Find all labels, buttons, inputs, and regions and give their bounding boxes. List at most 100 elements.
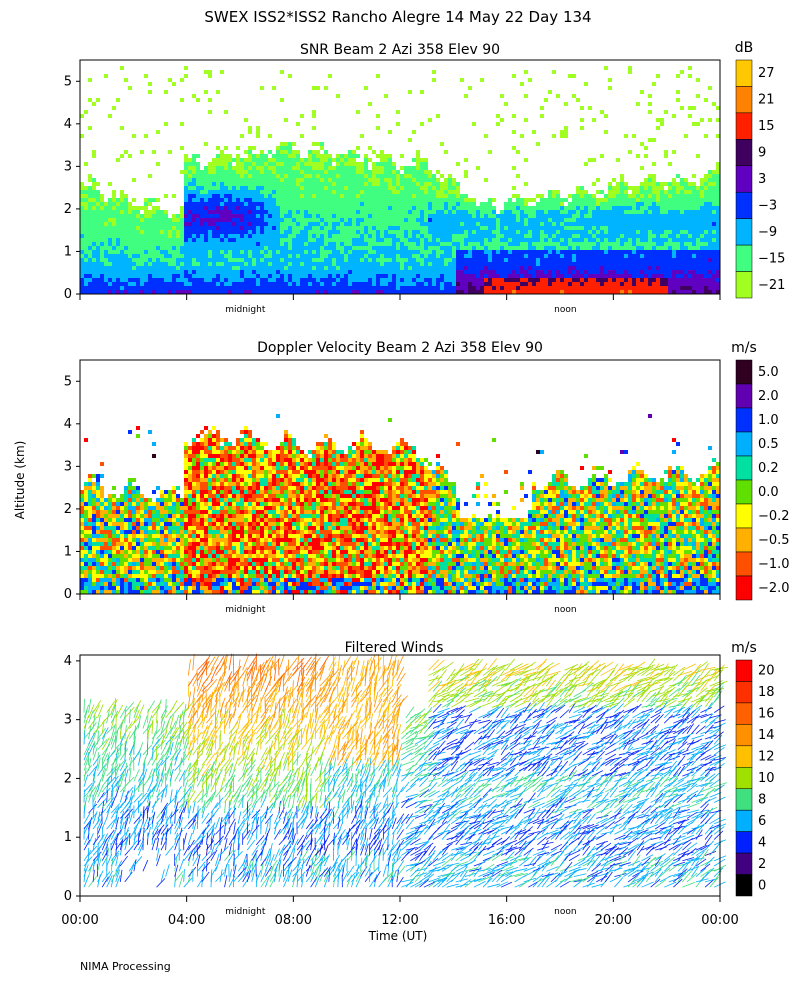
snr-cell (396, 174, 400, 178)
snr-cell (712, 234, 716, 238)
snr-cell (188, 234, 192, 238)
snr-cell (168, 258, 172, 262)
snr-cell (444, 282, 448, 286)
snr-cell (532, 242, 536, 246)
snr-cell (132, 222, 136, 226)
snr-cell (688, 114, 692, 118)
snr-cell (600, 274, 604, 278)
snr-cell (640, 230, 644, 234)
snr-cell (452, 202, 456, 206)
snr-cell (300, 162, 304, 166)
snr-cell (212, 246, 216, 250)
snr-cell (312, 234, 316, 238)
snr-cell (244, 242, 248, 246)
snr-cell (220, 242, 224, 246)
snr-cell (92, 218, 96, 222)
snr-cell (264, 214, 268, 218)
snr-cell (396, 194, 400, 198)
snr-cell (192, 174, 196, 178)
snr-cell (184, 226, 188, 230)
snr-cell (440, 226, 444, 230)
snr-cell (712, 250, 716, 254)
snr-cell (396, 234, 400, 238)
snr-cell (340, 198, 344, 202)
snr-cell (312, 162, 316, 166)
snr-cell (280, 254, 284, 258)
snr-cell (400, 202, 404, 206)
snr-cell (536, 210, 540, 214)
snr-cell (696, 190, 700, 194)
snr-cell (260, 286, 264, 290)
snr-cell (612, 234, 616, 238)
snr-cell (708, 214, 712, 218)
snr-cell (108, 198, 112, 202)
snr-cell (304, 202, 308, 206)
snr-cell (124, 286, 128, 290)
snr-cell (644, 258, 648, 262)
snr-cell (368, 266, 372, 270)
snr-cell (488, 278, 492, 282)
snr-cell (340, 262, 344, 266)
snr-cell (92, 214, 96, 218)
snr-cell (528, 274, 532, 278)
snr-cell (504, 254, 508, 258)
snr-cell (260, 198, 264, 202)
snr-cell (112, 198, 116, 202)
snr-cell (496, 238, 500, 242)
snr-cell (192, 258, 196, 262)
snr-cell (88, 126, 92, 130)
snr-cell (260, 178, 264, 182)
snr-cell (240, 190, 244, 194)
snr-cell (448, 250, 452, 254)
snr-cell (608, 286, 612, 290)
snr-cell (684, 274, 688, 278)
snr-panel: SNR Beam 2 Azi 358 Elev 90 012345midnigh… (64, 40, 786, 315)
snr-cell (200, 238, 204, 242)
snr-cell (324, 186, 328, 190)
snr-cell (120, 210, 124, 214)
snr-cell (712, 170, 716, 174)
snr-cell (436, 274, 440, 278)
snr-cell (524, 70, 528, 74)
snr-cell (92, 194, 96, 198)
snr-cell (644, 254, 648, 258)
snr-cell (544, 254, 548, 258)
snr-cell (588, 238, 592, 242)
snr-cell (308, 202, 312, 206)
snr-cell (304, 166, 308, 170)
snr-cell (672, 250, 676, 254)
snr-cell (472, 274, 476, 278)
snr-cell (488, 282, 492, 286)
snr-cell (236, 170, 240, 174)
snr-cell (188, 214, 192, 218)
snr-cell (168, 234, 172, 238)
snr-cell (136, 242, 140, 246)
snr-cell (440, 214, 444, 218)
snr-cell (304, 238, 308, 242)
snr-cell (84, 218, 88, 222)
snr-cell (544, 250, 548, 254)
snr-cell (660, 246, 664, 250)
snr-cell (412, 210, 416, 214)
snr-cell (420, 194, 424, 198)
snr-cell (460, 290, 464, 294)
snr-cell (316, 202, 320, 206)
snr-cell (372, 278, 376, 282)
snr-cell (120, 222, 124, 226)
snr-cell (144, 226, 148, 230)
snr-cell (476, 274, 480, 278)
snr-cell (352, 182, 356, 186)
snr-cell (228, 166, 232, 170)
snr-cell (184, 242, 188, 246)
snr-cell (96, 278, 100, 282)
snr-cell (600, 234, 604, 238)
snr-cell (716, 214, 720, 218)
snr-cell (660, 278, 664, 282)
snr-cell (512, 238, 516, 242)
snr-cell (320, 206, 324, 210)
snr-cell (368, 246, 372, 250)
snr-cell (436, 178, 440, 182)
snr-cell (188, 162, 192, 166)
snr-cell (648, 198, 652, 202)
snr-cell (668, 242, 672, 246)
